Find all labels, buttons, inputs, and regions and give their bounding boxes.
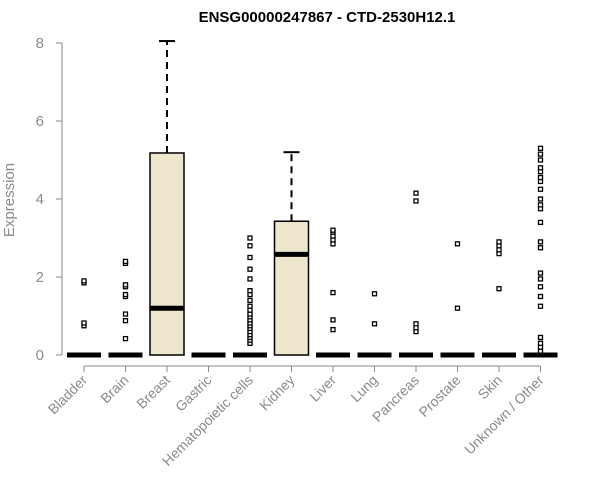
y-tick-label: 6 bbox=[36, 113, 44, 130]
outlier-point bbox=[537, 284, 544, 290]
box-group bbox=[440, 241, 475, 358]
outlier-point bbox=[247, 287, 253, 294]
x-tick-label: Bladder bbox=[45, 372, 91, 418]
outlier-point bbox=[413, 198, 419, 204]
outlier-point bbox=[537, 219, 544, 226]
y-tick-label: 2 bbox=[36, 269, 44, 286]
outlier-point bbox=[81, 320, 87, 326]
outlier-point bbox=[537, 239, 544, 245]
box-series bbox=[67, 40, 558, 358]
outlier-point bbox=[496, 239, 502, 245]
box-group bbox=[482, 239, 516, 358]
outlier-point bbox=[537, 276, 544, 282]
box-group bbox=[67, 278, 101, 358]
outlier-point bbox=[330, 317, 336, 323]
outlier-point bbox=[330, 227, 336, 233]
outlier-point bbox=[496, 286, 502, 292]
outlier-point bbox=[413, 321, 419, 327]
outlier-point bbox=[537, 202, 544, 208]
outlier-point bbox=[537, 340, 544, 346]
y-axis-label: Expression bbox=[1, 163, 18, 237]
outlier-point bbox=[247, 235, 253, 241]
box-group bbox=[149, 40, 185, 356]
box-iqr bbox=[273, 220, 310, 356]
outlier-point bbox=[537, 165, 544, 171]
box-group bbox=[108, 258, 143, 358]
outlier-point bbox=[537, 334, 544, 341]
outlier-point bbox=[537, 245, 544, 251]
outlier-point bbox=[454, 241, 461, 247]
box-group bbox=[399, 190, 433, 358]
outlier-point bbox=[537, 186, 544, 192]
x-tick-label: Brain bbox=[97, 372, 131, 406]
outlier-point bbox=[122, 311, 129, 317]
box-group bbox=[316, 227, 350, 358]
y-tick-label: 4 bbox=[36, 191, 44, 208]
outlier-point bbox=[371, 321, 378, 327]
outlier-point bbox=[537, 174, 544, 181]
outlier-point bbox=[81, 278, 87, 284]
outlier-point bbox=[537, 157, 544, 163]
box-iqr bbox=[149, 152, 185, 356]
box-group bbox=[273, 151, 310, 356]
x-tick-label: Prostate bbox=[415, 372, 463, 420]
outlier-point bbox=[247, 254, 253, 261]
outlier-point bbox=[371, 291, 378, 297]
box-group bbox=[357, 291, 392, 358]
outlier-point bbox=[122, 258, 129, 265]
x-tick-label: Lung bbox=[347, 372, 380, 405]
x-tick-label: Breast bbox=[133, 372, 173, 412]
outlier-point bbox=[247, 276, 253, 282]
box-group bbox=[233, 235, 267, 358]
outlier-point bbox=[537, 145, 544, 151]
chart-title: ENSG00000247867 - CTD-2530H12.1 bbox=[199, 9, 456, 26]
y-tick-label: 8 bbox=[36, 35, 44, 52]
outlier-point bbox=[537, 303, 544, 309]
outlier-point bbox=[122, 335, 129, 342]
outlier-point bbox=[537, 196, 544, 202]
outlier-point bbox=[537, 293, 544, 300]
x-tick-label: Skin bbox=[475, 372, 506, 403]
outlier-point bbox=[122, 282, 129, 288]
box-group bbox=[523, 145, 558, 358]
outlier-point bbox=[122, 318, 129, 324]
outlier-point bbox=[122, 291, 129, 298]
x-tick-label: Liver bbox=[306, 372, 339, 405]
outlier-point bbox=[247, 243, 253, 249]
outlier-point bbox=[330, 289, 336, 296]
outlier-point bbox=[537, 270, 544, 276]
x-tick-label: Kidney bbox=[256, 372, 298, 414]
outlier-point bbox=[413, 190, 419, 196]
outlier-point bbox=[247, 266, 253, 272]
outlier-point bbox=[247, 297, 253, 304]
outlier-point bbox=[330, 326, 336, 333]
y-tick-label: 0 bbox=[36, 347, 44, 364]
outlier-point bbox=[537, 151, 544, 157]
outlier-point bbox=[454, 305, 461, 311]
x-tick-label: Unknown / Other bbox=[461, 372, 547, 458]
outlier-point bbox=[247, 303, 253, 309]
